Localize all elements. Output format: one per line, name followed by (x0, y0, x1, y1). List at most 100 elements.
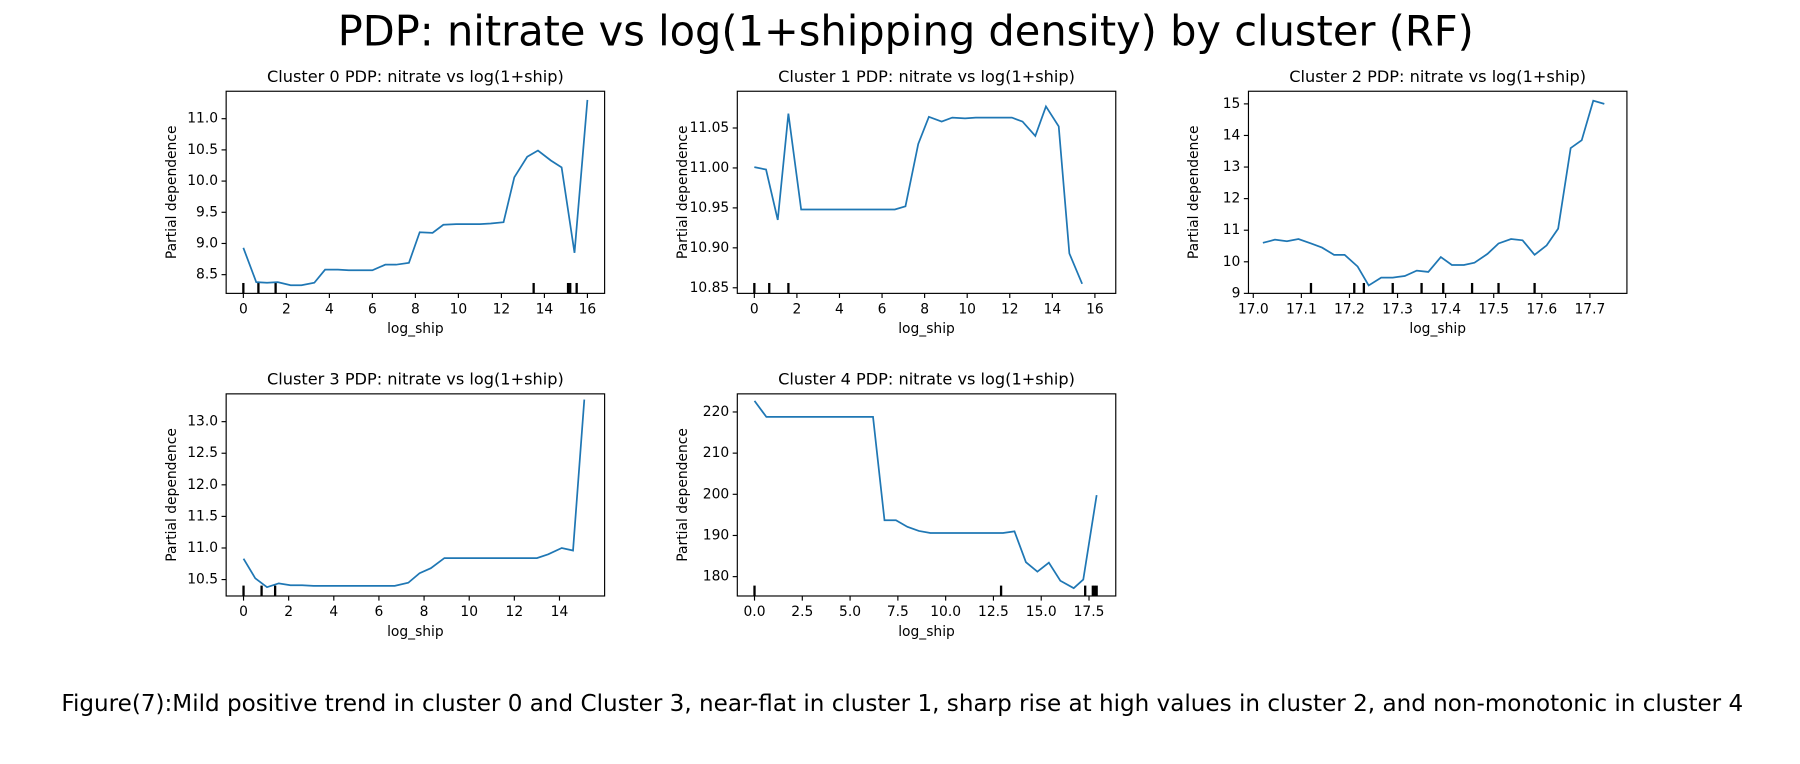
x-tick-label: 10.0 (930, 604, 961, 620)
y-axis-label: Partial dependence (675, 428, 691, 562)
x-tick-label: 2 (282, 302, 291, 318)
x-tick-label: 17.1 (1286, 302, 1317, 318)
x-tick-label: 12 (493, 302, 511, 318)
y-tick-label: 11.05 (690, 120, 730, 136)
x-tick-label: 12 (506, 604, 524, 620)
y-tick-label: 14 (1223, 127, 1241, 143)
y-tick-label: 13.0 (187, 414, 218, 430)
subplot-title: Cluster 2 PDP: nitrate vs log(1+ship) (1289, 67, 1586, 86)
y-tick-label: 190 (703, 527, 729, 543)
subplot: Cluster 3 PDP: nitrate vs log(1+ship) 0 2 4… (164, 369, 606, 640)
y-tick-label: 10.5 (187, 142, 218, 158)
x-tick-label: 4 (329, 604, 338, 620)
x-tick-label: 2 (284, 604, 293, 620)
y-tick-label: 15 (1223, 96, 1241, 112)
y-tick-label: 10.85 (690, 280, 730, 296)
x-axis-label: log_ship (898, 624, 955, 640)
x-tick-label: 8 (920, 302, 929, 318)
y-tick-label: 10.90 (690, 240, 730, 256)
y-tick-label: 11 (1223, 222, 1241, 238)
subplot-title: Cluster 3 PDP: nitrate vs log(1+ship) (267, 369, 564, 388)
pdp-line (1262, 99, 1605, 287)
x-tick-label: 12.5 (978, 604, 1009, 620)
y-tick-label: 180 (703, 569, 729, 585)
pdp-line (242, 99, 589, 287)
x-tick-label: 8 (411, 302, 420, 318)
axes-frame (225, 90, 606, 294)
figure-title: PDP: nitrate vs log(1+shipping density) … (338, 7, 1474, 56)
x-axis-label: log_ship (387, 321, 444, 337)
y-tick-label: 10.95 (690, 200, 730, 216)
axes-frame (225, 393, 606, 597)
subplot-title: Cluster 0 PDP: nitrate vs log(1+ship) (267, 67, 564, 86)
x-tick-label: 8 (420, 604, 429, 620)
subplot: Cluster 2 PDP: nitrate vs log(1+ship) 17.… (1186, 67, 1628, 337)
y-tick-label: 12.5 (187, 445, 218, 461)
y-tick-label: 10 (1223, 254, 1241, 270)
x-tick-label: 14 (536, 302, 554, 318)
x-tick-label: 6 (368, 302, 377, 318)
y-tick-label: 11.0 (187, 111, 218, 127)
x-tick-label: 6 (878, 302, 887, 318)
axes-frame (1247, 90, 1628, 294)
y-tick-label: 9.0 (196, 235, 218, 251)
x-tick-label: 14 (1044, 302, 1062, 318)
x-tick-label: 4 (835, 302, 844, 318)
y-tick-label: 10.5 (187, 572, 218, 588)
y-tick-label: 8.5 (196, 267, 218, 283)
y-tick-label: 13 (1223, 159, 1241, 175)
subplot-title: Cluster 1 PDP: nitrate vs log(1+ship) (778, 67, 1075, 86)
subplot: Cluster 1 PDP: nitrate vs log(1+ship) 0 2 4… (675, 67, 1117, 337)
x-tick-label: 6 (375, 604, 384, 620)
x-tick-label: 17.2 (1334, 302, 1365, 318)
subplot: Cluster 0 PDP: nitrate vs log(1+ship) 0 2 4… (164, 67, 606, 337)
pdp-line (753, 400, 1098, 590)
x-axis-label: log_ship (898, 321, 955, 337)
x-tick-label: 4 (325, 302, 334, 318)
x-tick-label: 7.5 (887, 604, 909, 620)
x-tick-label: 12 (1001, 302, 1019, 318)
y-tick-label: 200 (703, 486, 729, 502)
x-tick-label: 17.6 (1526, 302, 1557, 318)
x-axis-label: log_ship (1409, 321, 1466, 337)
x-tick-label: 0 (239, 604, 248, 620)
y-tick-label: 10.0 (187, 173, 218, 189)
y-tick-label: 12.0 (187, 477, 218, 493)
x-tick-label: 2.5 (791, 604, 813, 620)
y-tick-label: 11.5 (187, 508, 218, 524)
y-tick-label: 210 (703, 445, 729, 461)
y-axis-label: Partial dependence (164, 428, 180, 562)
x-tick-label: 17.5 (1478, 302, 1509, 318)
x-axis-label: log_ship (387, 624, 444, 640)
x-tick-label: 5.0 (839, 604, 861, 620)
x-tick-label: 10 (958, 302, 976, 318)
x-tick-label: 16 (1086, 302, 1104, 318)
x-tick-label: 17.0 (1238, 302, 1269, 318)
pdp-line (754, 104, 1083, 285)
pdp-line (242, 399, 586, 589)
axes-frame (736, 90, 1117, 294)
x-tick-label: 0 (239, 302, 248, 318)
y-tick-label: 9 (1232, 285, 1241, 301)
x-tick-label: 14 (551, 604, 569, 620)
y-tick-label: 11.0 (187, 540, 218, 556)
axes-frame (736, 393, 1117, 597)
x-tick-label: 2 (793, 302, 802, 318)
y-axis-label: Partial dependence (164, 126, 180, 260)
subplot: Cluster 4 PDP: nitrate vs log(1+ship) 0.0… (675, 369, 1117, 640)
y-tick-label: 11.00 (690, 160, 730, 176)
y-axis-label: Partial dependence (675, 126, 691, 260)
x-tick-label: 17.5 (1074, 604, 1105, 620)
y-tick-label: 12 (1223, 191, 1241, 207)
y-tick-label: 220 (703, 404, 729, 420)
x-tick-label: 10 (460, 604, 478, 620)
y-tick-label: 9.5 (196, 204, 218, 220)
y-axis-label: Partial dependence (1186, 126, 1202, 260)
caption: Figure(7):Mild positive trend in cluster… (61, 691, 1743, 717)
x-tick-label: 10 (450, 302, 468, 318)
subplot-title: Cluster 4 PDP: nitrate vs log(1+ship) (778, 369, 1075, 388)
x-tick-label: 0 (750, 302, 759, 318)
x-tick-label: 17.4 (1430, 302, 1461, 318)
